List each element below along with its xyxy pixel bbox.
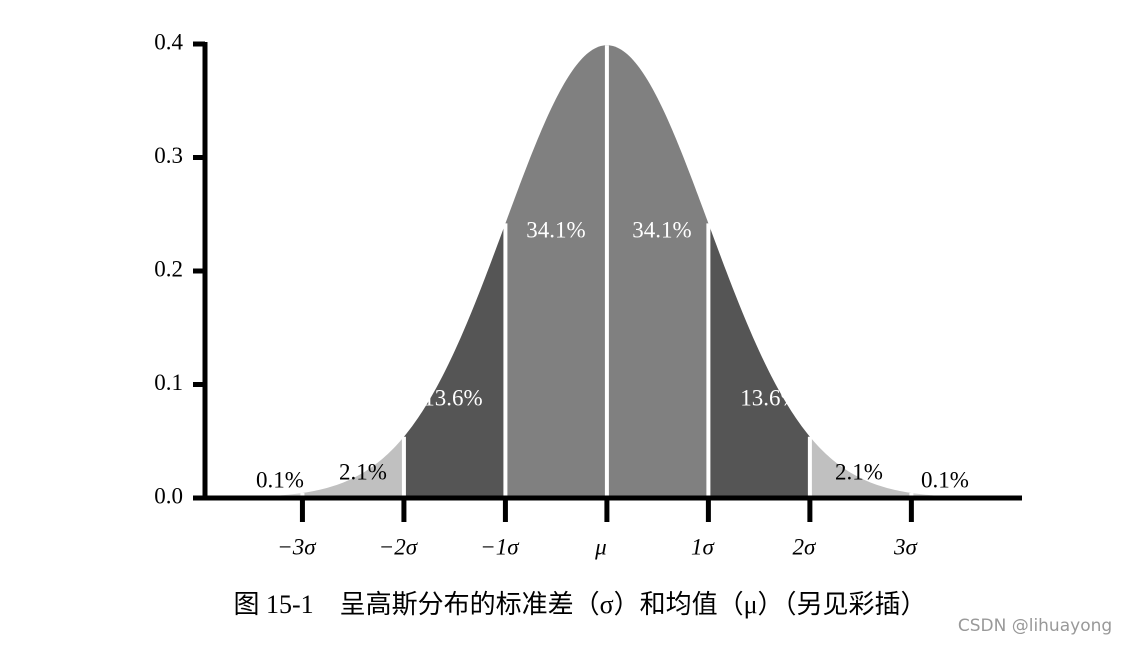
- x-tick-label: 3σ: [893, 534, 919, 559]
- x-tick-label: 1σ: [691, 534, 716, 559]
- region: [606, 45, 709, 499]
- x-tick-label: −2σ: [379, 534, 419, 559]
- y-tick-label: 0.0: [154, 483, 183, 508]
- x-tick-label: μ: [594, 534, 607, 559]
- region: [302, 436, 404, 498]
- x-tick-label: 2σ: [792, 534, 817, 559]
- watermark: CSDN @lihuayong: [958, 616, 1112, 636]
- value-label: 2.1%: [835, 459, 883, 484]
- y-tick-label: 0.4: [154, 29, 183, 54]
- value-label: 2.1%: [339, 459, 387, 484]
- value-label: 34.1%: [632, 217, 691, 242]
- y-tick-label: 0.2: [154, 256, 183, 281]
- y-tick-label: 0.1: [154, 370, 183, 395]
- value-label: 13.6%: [740, 385, 799, 410]
- x-tick-label: −3σ: [277, 534, 317, 559]
- value-label: 0.1%: [256, 467, 304, 492]
- value-label: 13.6%: [423, 385, 482, 410]
- region: [505, 45, 607, 499]
- x-tick-label: −1σ: [480, 534, 520, 559]
- caption: 图 15-1 呈高斯分布的标准差（σ）和均值（μ）（另见彩插）: [233, 590, 926, 619]
- region: [708, 223, 810, 498]
- value-label: 34.1%: [526, 217, 585, 242]
- region: [809, 436, 912, 498]
- y-tick-label: 0.3: [154, 143, 183, 168]
- value-label: 0.1%: [921, 467, 969, 492]
- region: [403, 223, 506, 498]
